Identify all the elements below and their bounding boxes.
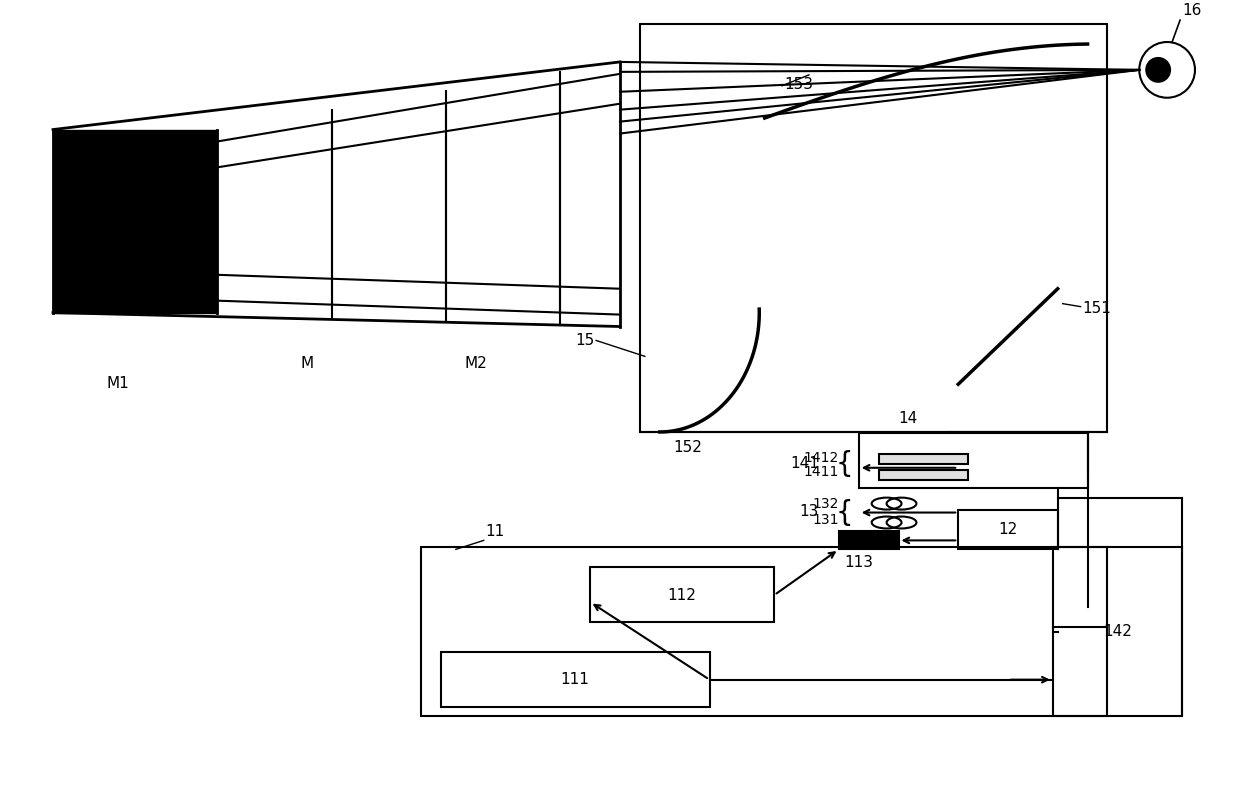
Text: 141: 141 xyxy=(790,456,818,472)
Text: {: { xyxy=(836,499,853,526)
Text: 11: 11 xyxy=(486,525,505,539)
Bar xyxy=(441,652,709,707)
Text: 112: 112 xyxy=(667,588,696,603)
Bar xyxy=(1053,547,1182,717)
Bar xyxy=(879,454,968,463)
Bar xyxy=(590,567,774,622)
Text: {: { xyxy=(836,450,853,478)
Text: 13: 13 xyxy=(800,504,818,519)
Text: 153: 153 xyxy=(784,77,813,93)
Text: 152: 152 xyxy=(673,440,702,455)
Text: M: M xyxy=(300,356,314,372)
Text: 131: 131 xyxy=(812,513,838,526)
Text: 16: 16 xyxy=(1182,3,1202,19)
Text: 12: 12 xyxy=(998,522,1018,537)
Bar xyxy=(879,470,968,480)
Polygon shape xyxy=(53,130,217,313)
Text: 1411: 1411 xyxy=(804,465,838,479)
Bar xyxy=(422,547,1107,717)
Text: M2: M2 xyxy=(465,356,487,372)
Bar xyxy=(959,509,1058,550)
Text: 111: 111 xyxy=(560,672,590,688)
Text: 132: 132 xyxy=(812,496,838,510)
Text: 1412: 1412 xyxy=(804,451,838,465)
Text: 142: 142 xyxy=(1102,625,1132,639)
Text: M1: M1 xyxy=(107,376,129,391)
Bar xyxy=(859,433,1087,488)
Text: 15: 15 xyxy=(575,333,594,348)
Bar xyxy=(640,24,1107,432)
Text: 113: 113 xyxy=(844,555,873,571)
Bar xyxy=(838,531,899,550)
Circle shape xyxy=(1146,57,1171,83)
Text: 14: 14 xyxy=(899,411,918,426)
Text: 151: 151 xyxy=(1083,301,1111,316)
